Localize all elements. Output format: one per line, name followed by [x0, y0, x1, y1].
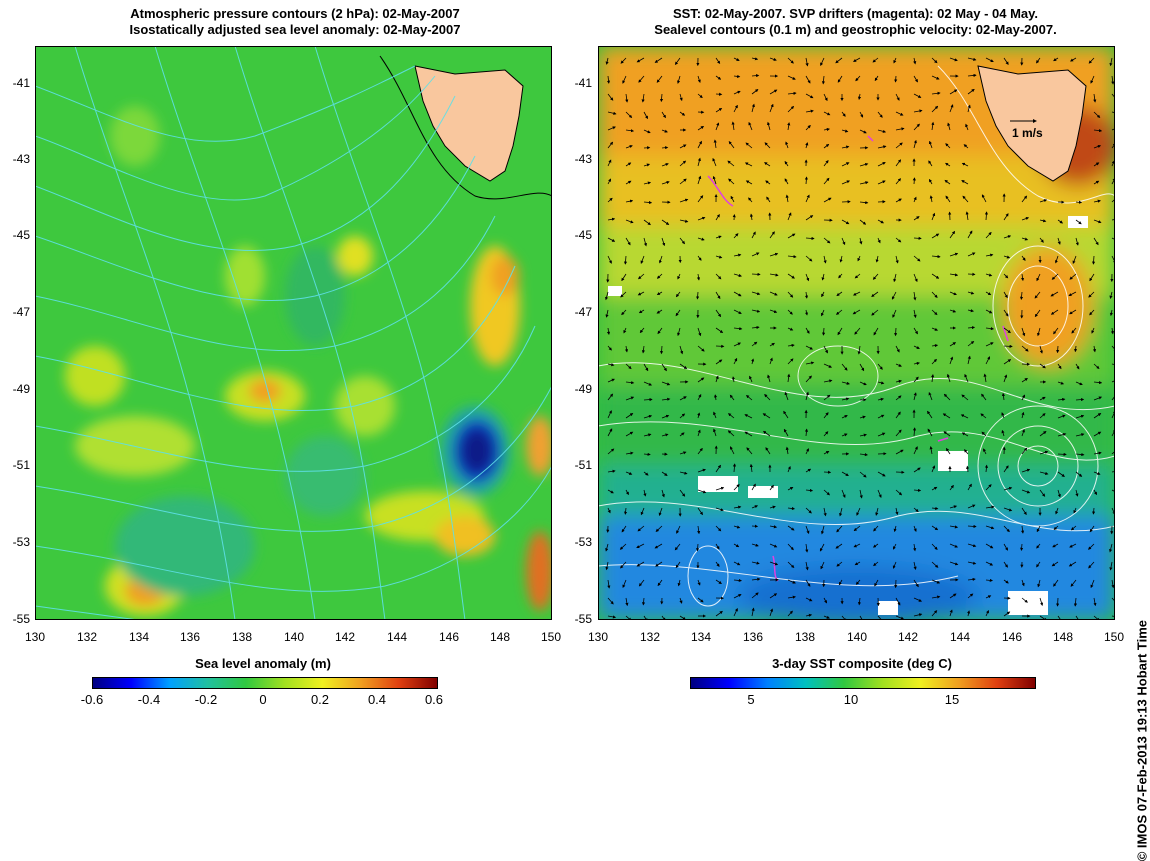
right-ytick: -41: [562, 76, 592, 90]
sea-level-colorbar: [92, 677, 438, 689]
right-xtick: 132: [635, 630, 665, 644]
right-xtick: 136: [738, 630, 768, 644]
left-ytick: -53: [0, 535, 30, 549]
left-ytick: -51: [0, 458, 30, 472]
left-cbtick: 0.6: [414, 692, 454, 707]
right-xtick: 134: [686, 630, 716, 644]
velocity-arrow: [914, 178, 915, 184]
right-xtick: 144: [945, 630, 975, 644]
right-ytick: -51: [562, 458, 592, 472]
left-xtick: 134: [124, 630, 154, 644]
velocity-arrow: [1058, 598, 1059, 606]
right-ytick: -53: [562, 535, 592, 549]
sea-level-anomaly-map: [35, 46, 552, 620]
velocity-arrow: [1058, 346, 1059, 352]
sst-colorbar: [690, 677, 1036, 689]
right-ytick: -49: [562, 382, 592, 396]
right-xtick: 148: [1048, 630, 1078, 644]
left-xtick: 136: [175, 630, 205, 644]
imos-credit: © IMOS 07-Feb-2013 19:13 Hobart Time: [1134, 620, 1149, 861]
right-xtick: 130: [583, 630, 613, 644]
velocity-arrow: [752, 274, 760, 275]
right-title-line1: SST: 02-May-2007. SVP drifters (magenta)…: [598, 6, 1113, 22]
right-ytick: -47: [562, 305, 592, 319]
left-xtick: 138: [227, 630, 257, 644]
right-ytick: -43: [562, 152, 592, 166]
left-xtick: 140: [279, 630, 309, 644]
left-colorbar-title: Sea level anomaly (m): [83, 656, 443, 671]
right-ytick: -55: [562, 612, 592, 626]
left-xtick: 148: [485, 630, 515, 644]
left-cbtick: 0.4: [357, 692, 397, 707]
left-title-line2: Isostatically adjusted sea level anomaly…: [35, 22, 555, 38]
left-xtick: 130: [20, 630, 50, 644]
right-xtick: 140: [842, 630, 872, 644]
left-cbtick: -0.6: [72, 692, 112, 707]
right-map-title: SST: 02-May-2007. SVP drifters (magenta)…: [598, 6, 1113, 38]
right-xtick: 138: [790, 630, 820, 644]
left-ytick: -47: [0, 305, 30, 319]
left-cbtick: 0.2: [300, 692, 340, 707]
left-xtick: 142: [330, 630, 360, 644]
right-cbtick: 5: [731, 692, 771, 707]
left-map-title: Atmospheric pressure contours (2 hPa): 0…: [35, 6, 555, 38]
left-xtick: 150: [536, 630, 566, 644]
left-ytick: -55: [0, 612, 30, 626]
right-ytick: -45: [562, 228, 592, 242]
right-xtick: 146: [997, 630, 1027, 644]
right-xtick: 150: [1099, 630, 1129, 644]
right-xtick: 142: [893, 630, 923, 644]
right-title-line2: Sealevel contours (0.1 m) and geostrophi…: [598, 22, 1113, 38]
velocity-arrow: [1004, 346, 1012, 347]
left-cbtick: -0.2: [186, 692, 226, 707]
velocity-arrow: [914, 238, 921, 239]
left-xtick: 144: [382, 630, 412, 644]
right-cbtick: 15: [932, 692, 972, 707]
right-cbtick: 10: [831, 692, 871, 707]
left-ytick: -43: [0, 152, 30, 166]
velocity-scale-label: 1 m/s: [1012, 126, 1043, 140]
left-cbtick: -0.4: [129, 692, 169, 707]
velocity-arrow: [896, 76, 897, 82]
velocity-arrow: [896, 328, 897, 336]
velocity-arrow: [1058, 454, 1066, 455]
left-ytick: -41: [0, 76, 30, 90]
left-cbtick: 0: [243, 692, 283, 707]
left-ytick: -45: [0, 228, 30, 242]
right-colorbar-title: 3-day SST composite (deg C): [682, 656, 1042, 671]
left-xtick: 132: [72, 630, 102, 644]
velocity-arrow: [1076, 202, 1081, 203]
left-ytick: -49: [0, 382, 30, 396]
left-xtick: 146: [434, 630, 464, 644]
left-title-line1: Atmospheric pressure contours (2 hPa): 0…: [35, 6, 555, 22]
